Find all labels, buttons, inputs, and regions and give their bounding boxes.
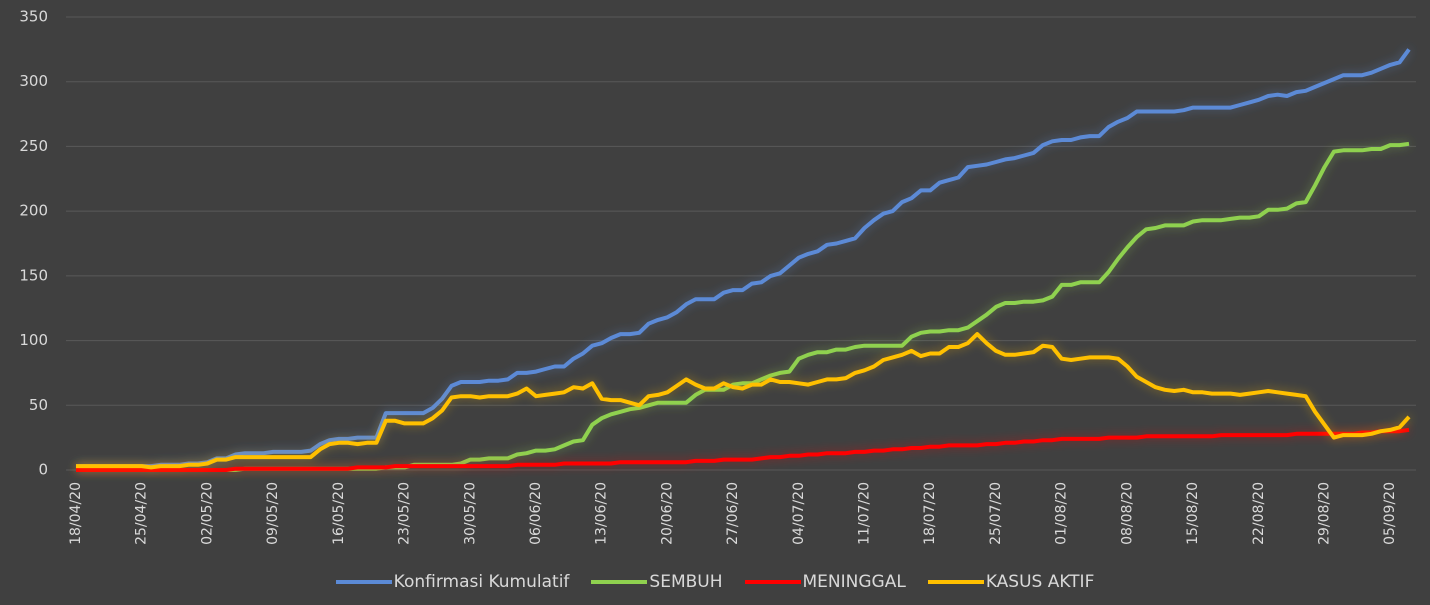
legend-label: MENINGGAL	[802, 572, 906, 592]
series-line	[76, 141, 1410, 472]
legend-item: KASUS AKTIF	[927, 572, 1095, 592]
y-tick-label: 350	[19, 8, 48, 26]
legend-item: MENINGGAL	[744, 572, 906, 592]
y-tick-label: 200	[19, 202, 48, 220]
x-tick-label: 08/08/20	[1119, 482, 1135, 545]
legend: Konfirmasi Kumulatif SEMBUH MENINGGAL KASUS…	[0, 572, 1430, 592]
legend-label: KASUS AKTIF	[985, 572, 1095, 592]
chart: 0 50 100 150 200 250 300 350 18/04/20 25/04/20 02/…	[19, 8, 1416, 545]
legend-swatch	[335, 580, 392, 584]
x-tick-label: 18/04/20	[68, 482, 84, 545]
x-tick-label: 04/07/20	[791, 482, 807, 545]
x-tick-label: 23/05/20	[397, 482, 413, 545]
series-line	[76, 332, 1411, 470]
legend-swatch	[744, 580, 801, 584]
y-tick-label: 150	[19, 266, 48, 284]
x-tick-label: 09/05/20	[265, 482, 281, 545]
legend-swatch	[927, 580, 984, 584]
y-tick-label: 250	[19, 137, 48, 155]
legend-item: Konfirmasi Kumulatif	[335, 572, 570, 592]
x-tick-label: 01/08/20	[1054, 482, 1070, 545]
x-tick-label: 02/05/20	[199, 482, 215, 545]
x-tick-label: 05/09/20	[1382, 482, 1398, 545]
x-tick-label: 25/07/20	[988, 482, 1004, 545]
y-tick-label: 300	[19, 72, 48, 90]
x-tick-label: 16/05/20	[331, 482, 347, 545]
legend-label: Konfirmasi Kumulatif	[393, 572, 570, 592]
x-tick-label: 20/06/20	[659, 482, 675, 545]
series-line	[76, 48, 1411, 469]
x-tick-label: 30/05/20	[462, 482, 478, 545]
x-tick-label: 25/04/20	[134, 482, 150, 545]
legend-item: SEMBUH	[591, 572, 723, 592]
x-tick-label: 11/07/20	[857, 482, 873, 545]
y-tick-label: 0	[38, 461, 48, 479]
x-tick-label: 22/08/20	[1251, 482, 1267, 545]
x-tick-label: 06/06/20	[528, 482, 544, 545]
y-tick-label: 50	[29, 396, 48, 414]
x-tick-label: 27/06/20	[725, 482, 741, 545]
series-line	[76, 427, 1410, 472]
legend-swatch	[591, 580, 648, 584]
x-tick-label: 13/06/20	[594, 482, 610, 545]
x-tick-label: 18/07/20	[922, 482, 938, 545]
x-tick-label: 15/08/20	[1185, 482, 1201, 545]
x-tick-label: 29/08/20	[1317, 482, 1333, 545]
legend-label: SEMBUH	[649, 572, 723, 592]
y-tick-label: 100	[19, 331, 48, 349]
